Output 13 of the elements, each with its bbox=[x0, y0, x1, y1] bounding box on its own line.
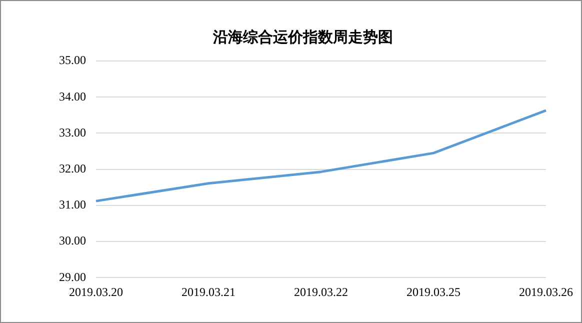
y-tick-label: 30.00 bbox=[59, 234, 86, 248]
y-tick-label: 31.00 bbox=[59, 198, 86, 212]
y-tick-label: 32.00 bbox=[59, 161, 86, 176]
x-tick-label: 2019.03.20 bbox=[69, 284, 123, 299]
x-tick-label: 2019.03.26 bbox=[519, 284, 573, 299]
y-tick-label: 35.00 bbox=[59, 53, 86, 68]
y-tick-label: 34.00 bbox=[59, 89, 86, 104]
x-tick-label: 2019.03.25 bbox=[406, 284, 460, 299]
x-tick-label: 2019.03.21 bbox=[182, 284, 236, 299]
y-tick-label: 29.00 bbox=[59, 270, 86, 284]
x-tick-label: 2019.03.22 bbox=[294, 284, 348, 299]
y-tick-label: 33.00 bbox=[59, 125, 86, 140]
chart-title: 沿海综合运价指数周走势图 bbox=[212, 28, 393, 46]
